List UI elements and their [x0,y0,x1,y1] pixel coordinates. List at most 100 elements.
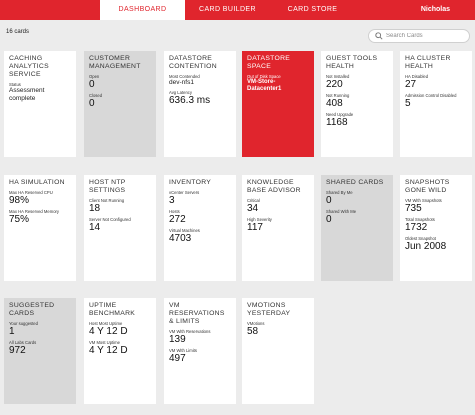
card-caching-analytics-service[interactable]: CACHING ANALYTICS SERVICE Status Assessmen… [4,51,76,157]
metric-value: 636.3 ms [169,95,211,106]
metric-label: Admission Control Disabled [405,93,457,98]
metric-label: Out of Disk Space [247,74,281,79]
tab-card-store[interactable]: CARD STORE [287,6,338,13]
metric-label: Open [89,74,100,79]
metric-label: High Severity [247,217,272,222]
metric-label: Avg Latency [169,90,192,95]
metric-value: 0 [89,79,95,90]
metric-label: Max HA Reserved CPU [9,190,53,195]
metric-value: 58 [247,326,259,337]
metric-value: 1168 [326,117,348,128]
metric-label: Critical [247,198,260,203]
card-title: GUEST TOOLS HEALTH [326,55,378,70]
metric-value: 14 [89,222,101,233]
card-ha-simulation[interactable]: HA SIMULATION Max HA Reserved CPU 98% Max H… [4,175,76,281]
metric-value: 98% [9,195,30,206]
metric-value: 272 [169,214,186,225]
card-title: INVENTORY [169,179,212,186]
search-input[interactable] [386,31,466,41]
metric-value: 497 [169,353,186,364]
metric-value: 408 [326,98,343,109]
metric-value: 18 [89,203,101,214]
card-ha-cluster-health[interactable]: HA CLUSTER HEALTH HA Disabled 27 Admission … [400,51,472,157]
card-title: DATASTORE SPACE [247,55,291,70]
metric-value: 117 [247,222,263,233]
metric-label: Not Running [326,93,350,98]
metric-value: 139 [169,334,186,345]
metric-label: Shared By Me [326,190,353,195]
card-suggested-cards[interactable]: SUGGESTED CARDS Your suggested 1 All Labs C… [4,298,76,404]
card-knowledge-base-advisor[interactable]: KNOWLEDGE BASE ADVISOR Critical 34 High Sev… [242,175,314,281]
metric-value: 27 [405,79,417,90]
metric-label: VMotions [247,321,265,326]
card-vm-reservations-and-limits[interactable]: VM RESERVATIONS & LIMITS VM With Reservat… [164,298,236,404]
card-title: SNAPSHOTS GONE WILD [405,179,450,194]
card-guest-tools-health[interactable]: GUEST TOOLS HEALTH Not Installed 220 Not Ru… [321,51,393,157]
card-snapshots-gone-wild[interactable]: SNAPSHOTS GONE WILD VM With Snapshots 735 T… [400,175,472,281]
metric-value: Assessment complete [9,87,45,102]
search-box[interactable] [368,29,470,43]
metric-value: 972 [9,345,26,356]
metric-value: 75% [9,214,30,225]
search-icon [375,32,383,40]
metric-value: 735 [405,203,422,214]
card-title: KNOWLEDGE BASE ADVISOR [247,179,301,194]
card-count: 16 cards [6,29,30,35]
metric-value: 0 [326,214,332,225]
card-title: HA SIMULATION [9,179,65,186]
metric-label: Hosts [169,209,180,214]
card-title: HOST NTP SETTINGS [89,179,126,194]
metric-label: Most Contended [169,74,200,79]
metric-value: 1732 [405,222,428,233]
metric-label: Oldest Snapshot [405,236,436,241]
metric-label: Not Installed [326,74,350,79]
metric-label: vCenter Servers [169,190,200,195]
card-title: DATASTORE CONTENTION [169,55,217,70]
metric-value: 5 [405,98,411,109]
card-vmotions-yesterday[interactable]: VMOTIONS YESTERDAY VMotions 58 [242,298,314,404]
metric-value: 1 [9,326,15,337]
metric-value: 4 Y 12 D [89,326,128,337]
card-title: CACHING ANALYTICS SERVICE [9,55,49,78]
metric-value: dev-nfs1 [169,79,194,86]
user-name[interactable]: Nicholas [420,6,450,13]
card-customer-management[interactable]: CUSTOMER MANAGEMENT Open 0 Closed 0 [84,51,156,157]
card-host-ntp-settings[interactable]: HOST NTP SETTINGS Client Not Running 18 Ser… [84,175,156,281]
metric-label: HA Disabled [405,74,429,79]
metric-value: 4 Y 12 D [89,345,128,356]
tab-dashboard[interactable]: DASHBOARD [100,0,185,20]
card-shared-cards[interactable]: SHARED CARDS Shared By Me 0 Shared With Me 0 [321,175,393,281]
metric-label: Shared With Me [326,209,357,214]
metric-value: 0 [326,195,332,206]
card-title: VM RESERVATIONS & LIMITS [169,302,225,325]
metric-label: Host Most Uptime [89,321,123,326]
metric-label: VM With Snapshots [405,198,442,203]
metric-value: 0 [89,98,95,109]
card-title: HA CLUSTER HEALTH [405,55,451,70]
metric-label: Total Snapshots [405,217,435,222]
card-uptime-benchmark[interactable]: UPTIME BENCHMARK Host Most Uptime 4 Y 12 D… [84,298,156,404]
metric-label: Virtual Machines [169,228,200,233]
metric-value: VM-Store-Datacenter1 [247,79,282,92]
metric-label: Status [9,82,21,87]
card-title: CUSTOMER MANAGEMENT [89,55,141,70]
card-title: SHARED CARDS [326,179,384,186]
metric-label: Server Not Configured [89,217,131,222]
tab-card-builder[interactable]: CARD BUILDER [199,6,256,13]
card-datastore-contention[interactable]: DATASTORE CONTENTION Most Contended dev-nf… [164,51,236,157]
card-datastore-space[interactable]: DATASTORE SPACE Out of Disk Space VM-Store… [242,51,314,157]
top-navigation-bar: DASHBOARD CARD BUILDER CARD STORE Nichol… [0,0,475,20]
metric-value: 4703 [169,233,192,244]
metric-value: 3 [169,195,175,206]
metric-label: Your suggested [9,321,38,326]
metric-label: VM With Reservations [169,329,211,334]
metric-label: Need Upgrade [326,112,354,117]
metric-label: VM With Limits [169,348,197,353]
metric-label: Client Not Running [89,198,125,203]
card-title: VMOTIONS YESTERDAY [247,302,291,317]
metric-label: Closed [89,93,103,98]
card-inventory[interactable]: INVENTORY vCenter Servers 3 Hosts 272 Virtual… [164,175,236,281]
metric-value: Jun 2008 [405,241,447,252]
card-title: UPTIME BENCHMARK [89,302,136,317]
metric-label: All Labs Cards [9,340,37,345]
